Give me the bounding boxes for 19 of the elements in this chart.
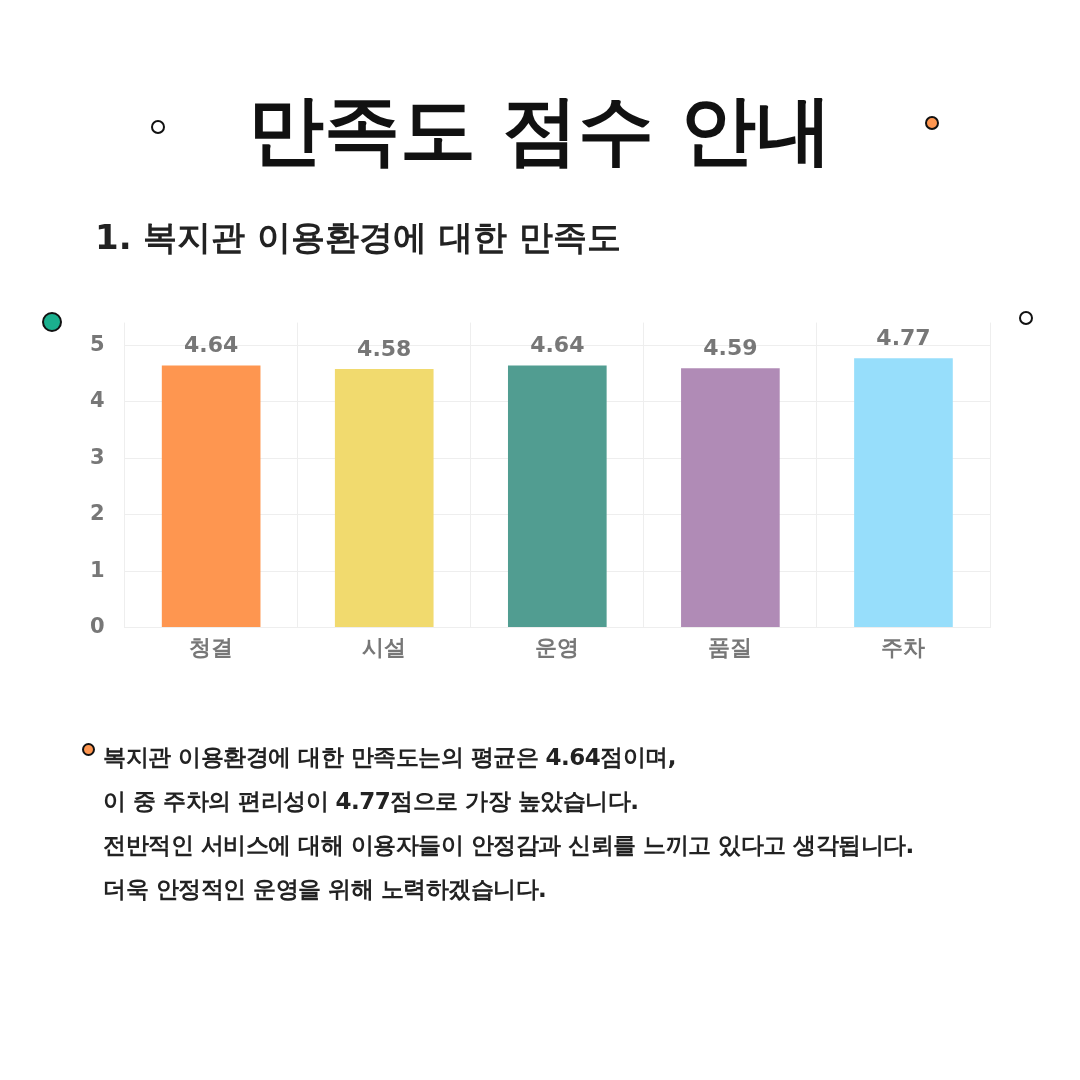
x-tick-label: 주차 [881,634,926,660]
y-tick-label: 4 [89,388,105,413]
chart-subtitle: 1. 복지관 이용환경에 대한 만족도 [95,216,621,259]
x-tick-label: 운영 [535,634,580,660]
text: 복지관 이용환경에 대한 만족도는의 평균은 4.64점이며, 이 중 주차의 편리성이 4.77점으로 가장 높았습니다. 전반적인 서비스에 대해 이용자들이 안정감과 신뢰를 느끼고 있다고 생각됩니다. 더욱 안정적인 운영을 위해 노력하겠습니다. [103,743,914,904]
y-tick-label: 2 [89,501,105,526]
y-tick-label: 1 [89,557,105,582]
x-tick-label: 시설 [362,634,407,660]
y-tick-label: 0 [89,614,105,639]
data-label: 4.64 [530,332,585,358]
data-label: 4.77 [876,324,931,350]
data-label: 4.58 [357,335,412,361]
y-tick-label: 5 [89,331,105,356]
y-tick-label: 3 [89,444,105,469]
x-tick-label: 품질 [708,634,753,660]
x-tick-label: 청결 [189,634,234,660]
data-label: 4.59 [703,335,758,361]
chart-title: 만족도 점수 안내 [246,84,834,176]
data-label: 4.64 [184,332,239,358]
